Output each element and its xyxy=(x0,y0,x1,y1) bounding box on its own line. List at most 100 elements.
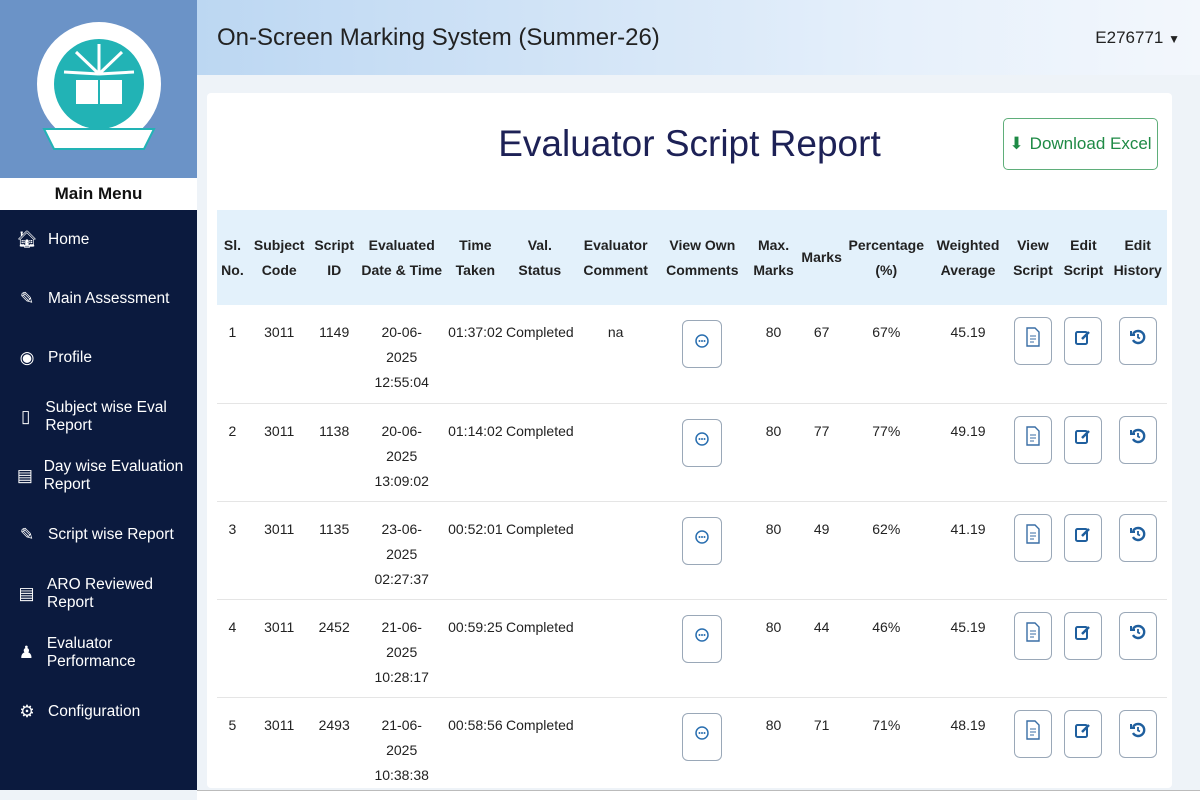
sidebar-item-evaluator-performance[interactable]: ♟ Evaluator Performance xyxy=(0,623,197,682)
evaluated-date-time: 23-06- 2025 02:27:37 xyxy=(357,501,446,600)
val-status: Completed xyxy=(505,305,575,404)
edit-history-button[interactable] xyxy=(1118,415,1157,464)
file-text-icon: ▤ xyxy=(16,465,33,485)
edit-history-button[interactable] xyxy=(1118,611,1157,660)
home-icon: 🏠︎ xyxy=(16,229,38,249)
view-comments-button[interactable] xyxy=(682,614,723,663)
history-icon xyxy=(1129,427,1147,453)
date: 21-06- xyxy=(381,716,422,733)
sidebar-item-label: Script wise Report xyxy=(48,525,174,543)
view-script-button[interactable] xyxy=(1013,317,1052,365)
download-label: Download Excel xyxy=(1029,134,1152,153)
year: 2025 xyxy=(386,741,418,758)
sidebar-item-subject-wise-eval-report[interactable]: ▯ Subject wise Eval Report xyxy=(0,387,197,446)
sidebar-item-label: Configuration xyxy=(48,702,141,720)
file-icon: ▯ xyxy=(21,406,31,426)
time-taken: 00:58:56 xyxy=(445,697,506,796)
time: 02:27:37 xyxy=(374,570,429,587)
sidebar: Main Menu 🏠︎ Home ✎ Main Assessment ◉ Profile… xyxy=(0,0,197,790)
marks: 71 xyxy=(799,697,844,796)
view-script-button[interactable] xyxy=(1013,709,1052,758)
view-script-button[interactable] xyxy=(1013,611,1052,660)
edit-script-button[interactable] xyxy=(1064,709,1103,758)
history-icon xyxy=(1129,623,1147,649)
max-marks: 80 xyxy=(747,501,800,600)
sidebar-item-script-wise-report[interactable]: ✎ Script wise Report xyxy=(0,505,197,564)
view-comments-button[interactable] xyxy=(682,516,723,565)
edit-icon xyxy=(1074,721,1092,747)
edit-history-button[interactable] xyxy=(1118,709,1157,758)
sidebar-item-label: Profile xyxy=(48,348,92,366)
time: 10:28:17 xyxy=(374,668,429,685)
sidebar-item-main-assessment[interactable]: ✎ Main Assessment xyxy=(0,269,197,328)
user-circle-icon: ◉ xyxy=(19,347,35,367)
download-excel-button[interactable]: ⬇ Download Excel xyxy=(1003,118,1158,170)
edit-script-button[interactable] xyxy=(1064,317,1103,365)
val-status: Completed xyxy=(505,599,575,698)
user-menu[interactable]: E276771 ▼ xyxy=(1095,28,1180,48)
column-header: View Own Comments xyxy=(666,236,739,278)
time-taken: 01:14:02 xyxy=(445,403,506,502)
column-header: Weighted Average xyxy=(936,236,1000,278)
table-row: 5 3011 2493 21-06- 2025 10:38:38 00:58:56 Com… xyxy=(217,697,1167,796)
view-comments-button[interactable] xyxy=(682,320,723,368)
val-status: Completed xyxy=(505,501,575,600)
max-marks: 80 xyxy=(747,305,800,404)
column-header: Script ID xyxy=(314,236,355,278)
view-script-button[interactable] xyxy=(1013,513,1052,562)
date: 21-06- xyxy=(381,618,422,635)
marks: 67 xyxy=(799,305,844,404)
edit-history-button[interactable] xyxy=(1118,317,1157,365)
percentage: 46% xyxy=(843,599,929,698)
table-row: 1 3011 1149 20-06- 2025 12:55:04 01:37:02 Com… xyxy=(217,305,1167,404)
percentage: 62% xyxy=(843,501,929,600)
weighted-average: 45.19 xyxy=(928,599,1008,698)
column-header: Val. Status xyxy=(518,236,562,278)
document-icon xyxy=(1025,621,1041,650)
evaluator-comment xyxy=(574,403,657,502)
script-id: 2493 xyxy=(310,697,358,796)
weighted-average: 48.19 xyxy=(928,697,1008,796)
document-icon xyxy=(1025,425,1041,454)
time-taken: 00:52:01 xyxy=(445,501,506,600)
val-status: Completed xyxy=(505,697,575,796)
edit-history-button[interactable] xyxy=(1118,513,1157,562)
document-icon xyxy=(1025,719,1041,748)
sidebar-item-label: ARO Reviewed Report xyxy=(47,575,154,611)
sidebar-item-aro-reviewed-report[interactable]: ▤ ARO Reviewed Report xyxy=(0,564,197,623)
view-comments-button[interactable] xyxy=(682,712,723,761)
history-icon xyxy=(1129,328,1147,354)
percentage: 71% xyxy=(843,697,929,796)
sidebar-item-home[interactable]: 🏠︎ Home xyxy=(0,210,197,269)
view-comments-button[interactable] xyxy=(682,418,723,467)
sidebar-item-day-wise-evaluation-report[interactable]: ▤ Day wise Evaluation Report xyxy=(0,446,197,505)
view-script-button[interactable] xyxy=(1013,415,1052,464)
comment-icon xyxy=(694,332,710,357)
app-title: On-Screen Marking System (Summer-26) xyxy=(217,23,660,51)
table-row: 4 3011 2452 21-06- 2025 10:28:17 00:59:25 Com… xyxy=(217,599,1167,698)
evaluated-date-time: 21-06- 2025 10:28:17 xyxy=(357,599,446,698)
table-row: 2 3011 1138 20-06- 2025 13:09:02 01:14:02 Com… xyxy=(217,403,1167,502)
sidebar-item-configuration[interactable]: ⚙ Configuration xyxy=(0,682,197,741)
column-header: Time Taken xyxy=(455,236,496,278)
column-header: Sl. No. xyxy=(221,236,244,278)
footer-bar xyxy=(197,790,1200,800)
subject-code: 3011 xyxy=(247,697,311,796)
cbse-logo xyxy=(0,0,197,178)
edit-script-button[interactable] xyxy=(1064,415,1103,464)
script-id: 1135 xyxy=(310,501,358,600)
weighted-average: 45.19 xyxy=(928,305,1008,404)
sidebar-item-profile[interactable]: ◉ Profile xyxy=(0,328,197,387)
evaluator-comment xyxy=(574,501,657,600)
edit-icon xyxy=(1074,427,1092,453)
val-status: Completed xyxy=(505,403,575,502)
evaluator-comment xyxy=(574,599,657,698)
sidebar-item-label: Subject wise Eval Report xyxy=(45,398,167,434)
edit-script-button[interactable] xyxy=(1064,513,1103,562)
edit-icon: ✎ xyxy=(19,288,35,308)
main-menu-heading: Main Menu xyxy=(0,178,197,210)
column-header: View Script xyxy=(1013,236,1053,278)
edit-script-button[interactable] xyxy=(1064,611,1103,660)
evaluated-date-time: 21-06- 2025 10:38:38 xyxy=(357,697,446,796)
comment-icon xyxy=(694,724,710,749)
